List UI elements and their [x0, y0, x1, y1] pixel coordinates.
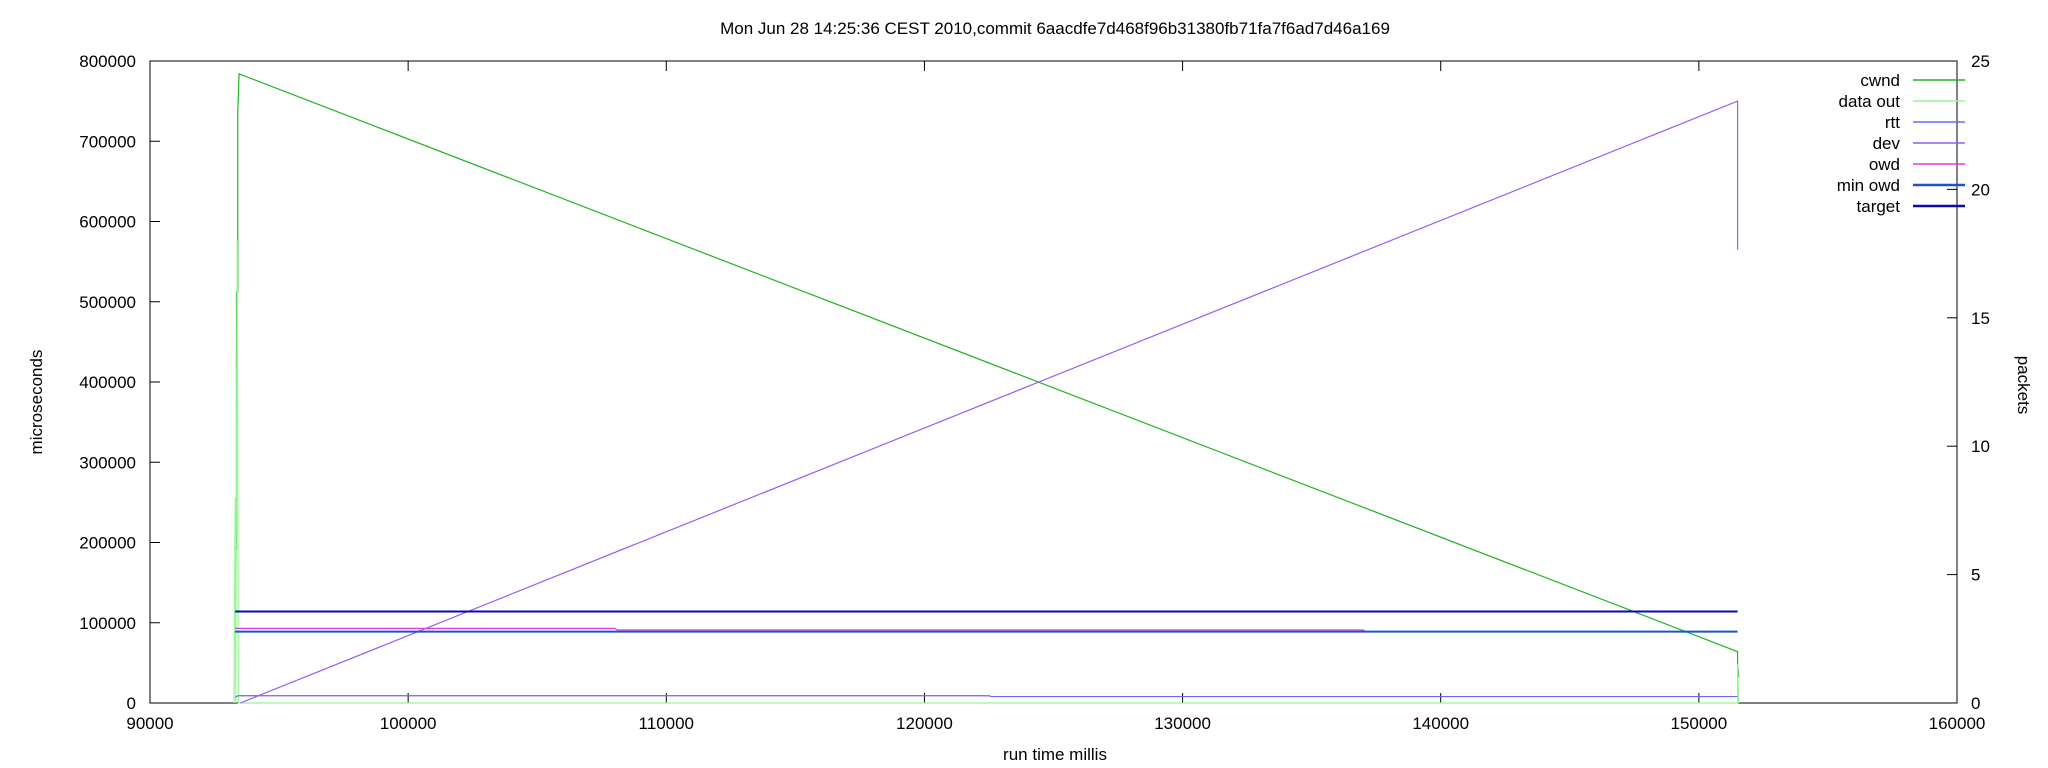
y-tick-label: 100000 [79, 614, 136, 633]
chart-title: Mon Jun 28 14:25:36 CEST 2010,commit 6aa… [720, 19, 1390, 38]
x-tick-label: 110000 [639, 714, 694, 733]
y-tick-label: 500000 [79, 293, 136, 312]
x-tick-label: 100000 [380, 714, 437, 733]
y-tick-label: 300000 [79, 453, 136, 472]
y-tick-label: 200000 [79, 534, 136, 553]
y2-tick-label: 0 [1971, 694, 1980, 713]
y2-tick-label: 20 [1971, 180, 1990, 199]
legend-label: data out [1839, 92, 1901, 111]
series-line-dev [240, 100, 1739, 704]
x-tick-label: 120000 [896, 714, 953, 733]
x-tick-label: 130000 [1154, 714, 1211, 733]
y2-tick-label: 25 [1971, 52, 1990, 71]
series-line-cwnd [234, 72, 1740, 678]
plot-frame [149, 60, 1958, 704]
series-layer [233, 72, 1740, 704]
y-tick-label: 600000 [79, 213, 136, 232]
y2-tick-label: 5 [1971, 566, 1980, 585]
y-tick-label: 700000 [79, 132, 136, 151]
x-tick-label: 90000 [126, 714, 173, 733]
legend-label: rtt [1885, 113, 1900, 132]
y2-tick-label: 15 [1971, 309, 1990, 328]
series-line-data-out [233, 240, 1740, 704]
ticks-layer: 90000 100000 110000 120000 130000 140000 15000… [79, 52, 1990, 733]
legend-label: min owd [1837, 176, 1900, 195]
legend: cwnd data out rtt dev owd min owd target [1837, 71, 1965, 216]
x-tick-label: 140000 [1412, 714, 1469, 733]
y2-tick-label: 10 [1971, 437, 1990, 456]
y-tick-label: 800000 [79, 52, 136, 71]
x-axis-label: run time millis [1003, 745, 1107, 764]
series-line-rtt [234, 695, 1738, 698]
x-tick-label: 150000 [1670, 714, 1727, 733]
legend-label: target [1857, 197, 1901, 216]
y-tick-label: 400000 [79, 373, 136, 392]
x-tick-label: 160000 [1929, 714, 1986, 733]
legend-label: owd [1869, 155, 1900, 174]
legend-label: dev [1873, 134, 1901, 153]
y2-axis-label: packets [2014, 356, 2033, 415]
legend-label: cwnd [1860, 71, 1900, 90]
y-axis-label: microseconds [27, 350, 46, 455]
y-tick-label: 0 [127, 694, 136, 713]
